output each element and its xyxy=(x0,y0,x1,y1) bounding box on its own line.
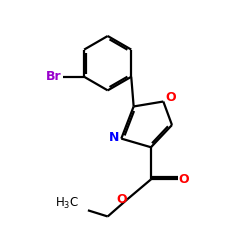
Text: H$_3$C: H$_3$C xyxy=(55,196,79,211)
Text: Br: Br xyxy=(46,70,61,83)
Text: N: N xyxy=(109,131,120,144)
Text: O: O xyxy=(165,91,175,104)
Text: O: O xyxy=(117,193,127,206)
Text: O: O xyxy=(178,173,189,186)
